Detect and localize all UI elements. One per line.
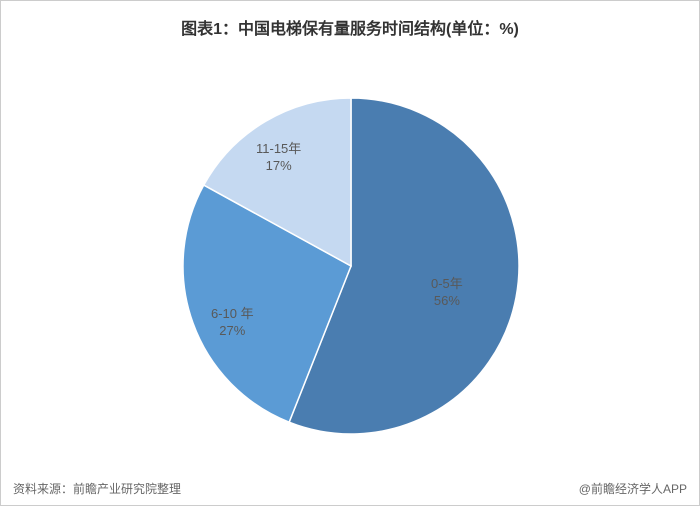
pie-chart: 0-5年 56% 6-10 年 27% 11-15年 17% xyxy=(1,51,700,461)
chart-footer: 资料来源：前瞻产业研究院整理 @前瞻经济学人APP xyxy=(13,480,687,497)
pie-svg xyxy=(1,51,700,461)
slice-2-line2: 17% xyxy=(266,158,292,173)
footer-attribution: @前瞻经济学人APP xyxy=(579,480,687,497)
slice-label-0: 0-5年 56% xyxy=(431,276,463,310)
footer-source: 资料来源：前瞻产业研究院整理 xyxy=(13,482,181,496)
slice-1-line1: 6-10 年 xyxy=(211,306,254,321)
chart-title: 图表1：中国电梯保有量服务时间结构(单位：%) xyxy=(1,1,699,39)
slice-0-line1: 0-5年 xyxy=(431,276,463,291)
slice-0-line2: 56% xyxy=(434,293,460,308)
chart-container: 图表1：中国电梯保有量服务时间结构(单位：%) 0-5年 56% 6-10 年 … xyxy=(0,0,700,506)
slice-1-line2: 27% xyxy=(219,323,245,338)
slice-2-line1: 11-15年 xyxy=(256,141,301,156)
slice-label-2: 11-15年 17% xyxy=(256,141,301,175)
slice-label-1: 6-10 年 27% xyxy=(211,306,254,340)
